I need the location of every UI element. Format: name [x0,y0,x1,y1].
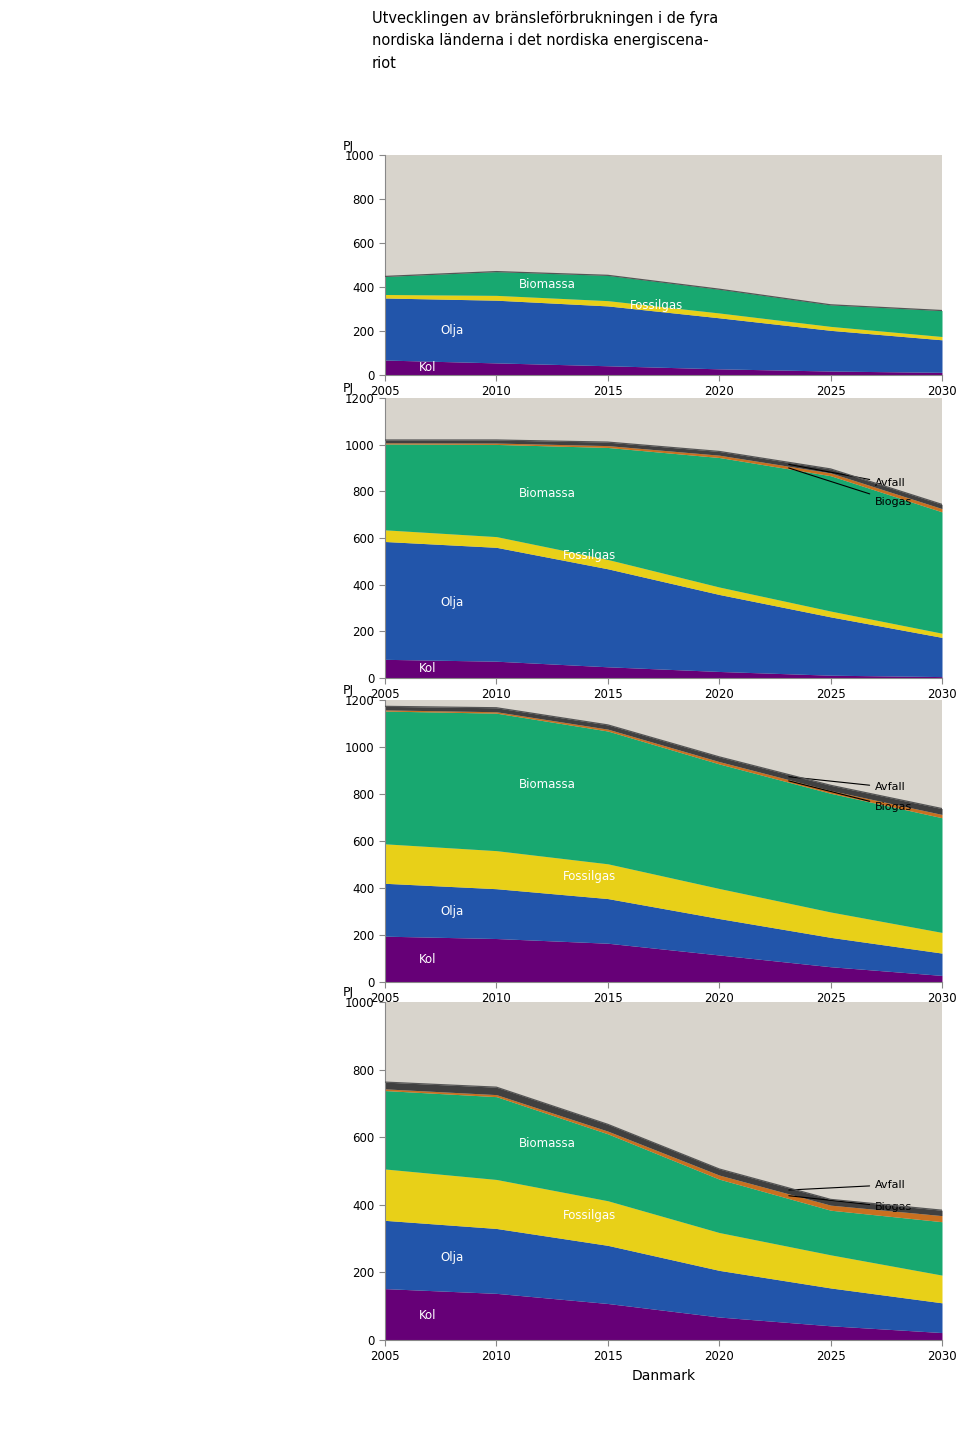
Text: Kol: Kol [419,362,436,374]
Text: Avfall: Avfall [789,777,906,793]
Text: Olja: Olja [441,905,464,919]
Text: Utvecklingen av bränsleförbrukningen i de fyra
nordiska länderna i det nordiska : Utvecklingen av bränsleförbrukningen i d… [372,11,718,70]
Text: Fossilgas: Fossilgas [630,299,684,312]
Text: PJ: PJ [344,684,354,697]
X-axis label: Norge: Norge [642,404,684,417]
Text: Biomassa: Biomassa [518,779,576,792]
Text: Olja: Olja [441,1252,464,1265]
Text: Kol: Kol [419,663,436,676]
Text: Biogas: Biogas [789,1196,912,1212]
Text: Kol: Kol [419,953,436,966]
Text: Fossilgas: Fossilgas [564,870,616,883]
Text: Biomassa: Biomassa [518,1137,576,1150]
Text: Fossilgas: Fossilgas [564,1209,616,1222]
Text: Olja: Olja [441,324,464,337]
Text: PJ: PJ [344,382,354,396]
Text: PJ: PJ [344,986,354,999]
Text: Biogas: Biogas [789,467,912,507]
Text: Avfall: Avfall [789,1180,906,1190]
X-axis label: Sverige: Sverige [637,707,689,722]
Text: Olja: Olja [441,596,464,609]
Text: PJ: PJ [344,140,354,153]
Text: Fossilgas: Fossilgas [564,549,616,562]
Text: Biomassa: Biomassa [518,277,576,292]
Text: Biomassa: Biomassa [518,487,576,500]
X-axis label: Finland: Finland [638,1010,688,1025]
X-axis label: Danmark: Danmark [632,1369,696,1383]
Text: Biogas: Biogas [789,780,912,813]
Text: Kol: Kol [419,1309,436,1322]
Text: Avfall: Avfall [789,464,906,489]
